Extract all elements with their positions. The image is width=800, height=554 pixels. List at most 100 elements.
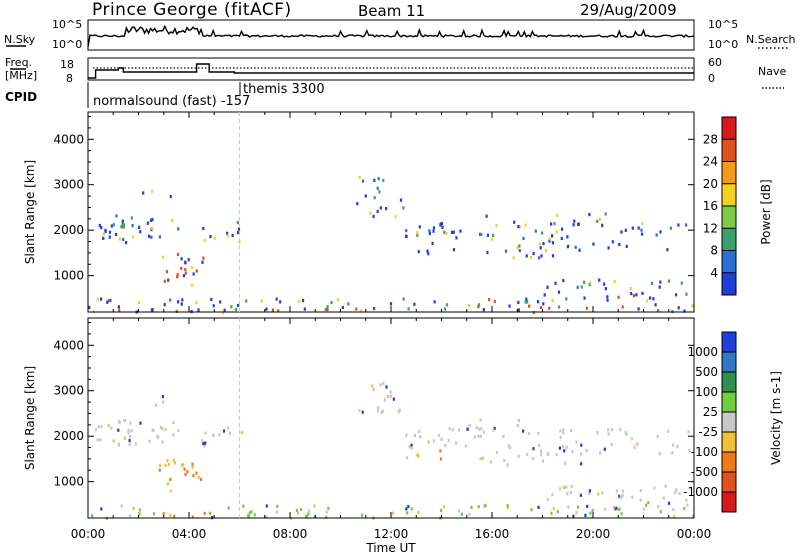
echo-cell [130,216,133,220]
echo-cell [537,300,540,304]
echo-cell [528,304,531,308]
echo-cell [654,303,657,307]
time-tick-label: 00:00 [677,527,712,541]
echo-cell [248,511,251,515]
echo-cell [132,506,135,510]
echo-cell [486,250,489,255]
echo-cell [508,304,511,308]
echo-cell [166,482,169,486]
echo-cell [525,254,528,258]
echo-cell [596,431,599,435]
echo-cell [614,507,617,511]
echo-cell [298,299,301,304]
colorbar-swatch [722,412,736,432]
echo-cell [466,427,469,431]
echo-cell [597,492,600,496]
echo-cell [167,462,170,466]
colorbar-tick-label: 24 [703,155,718,169]
colorbar-tick-label: 25 [703,405,718,419]
echo-cell [139,421,142,425]
echo-cell [480,427,483,431]
echo-cell [666,248,669,252]
echo-cell [361,410,364,414]
echo-cell [567,505,570,509]
echo-cell [601,223,604,227]
freq-tick-bottom: 8 [66,72,73,85]
echo-cell [359,309,362,313]
velocity-panel-frame [87,317,695,519]
echo-cell [440,221,443,226]
echo-cell [657,504,660,509]
echo-cell [556,510,559,514]
echo-cell [680,281,683,285]
echo-cell [208,511,211,515]
echo-cell [480,232,483,236]
echo-cell [603,447,606,451]
echo-cell [655,233,658,237]
time-tick-label: 16:00 [475,527,510,541]
echo-cell [551,299,554,303]
echo-cell [607,428,610,432]
echo-cell [150,235,153,239]
echo-cell [155,403,158,407]
echo-cell [296,511,300,515]
echo-cell [493,426,496,430]
echo-cell [530,508,533,512]
echo-cell [591,508,594,512]
echo-cell [562,428,565,432]
echo-cell [169,194,172,199]
echo-cell [479,434,482,438]
echo-cell [169,477,172,481]
echo-cell [555,213,559,217]
echo-cell [147,221,150,225]
echo-cell [649,296,652,300]
echo-cell [685,292,688,296]
echo-cell [138,225,141,229]
echo-cell [518,225,522,229]
echo-cell [559,435,562,439]
echo-cell [683,309,686,313]
echo-cell [625,244,628,248]
echo-cell [98,223,101,228]
echo-cell [517,300,520,304]
echo-cell [557,290,561,294]
echo-cell [361,179,365,183]
echo-cell [399,198,403,202]
colorbar-tick-label: 12 [703,221,718,235]
date-label: 29/Aug/2009 [580,1,677,19]
echo-cell [635,293,638,297]
noise-left-label: N.Sky [4,33,36,46]
echo-cell [117,428,120,432]
echo-cell [479,457,482,461]
echo-cell [325,510,328,514]
colorbar-swatch [722,432,736,452]
echo-cell [558,446,561,450]
noise-right-label: N.Search [746,33,796,46]
echo-cell [631,226,634,230]
echo-cell [180,266,183,271]
echo-cell [658,285,661,289]
echo-cell [341,305,344,310]
echo-cell [407,505,410,509]
echo-cell [651,281,654,285]
echo-cell [417,250,420,254]
echo-cell [380,410,383,414]
echo-cell [277,309,280,313]
echo-cell [125,241,128,245]
freq-panel-frame [87,57,695,81]
colorbar-swatch [722,183,736,206]
echo-cell [617,295,620,299]
echo-cell [192,474,195,478]
echo-cell [532,456,535,461]
echo-cell [210,297,213,301]
echo-cell [355,307,358,311]
echo-cell [507,444,510,448]
echo-cell [376,409,380,413]
echo-cell [440,437,443,441]
echo-cell [641,221,644,225]
echo-cell [234,307,238,312]
echo-cell [96,297,99,301]
echo-cell [151,217,154,222]
echo-cell [473,435,476,439]
echo-cell [383,398,386,402]
